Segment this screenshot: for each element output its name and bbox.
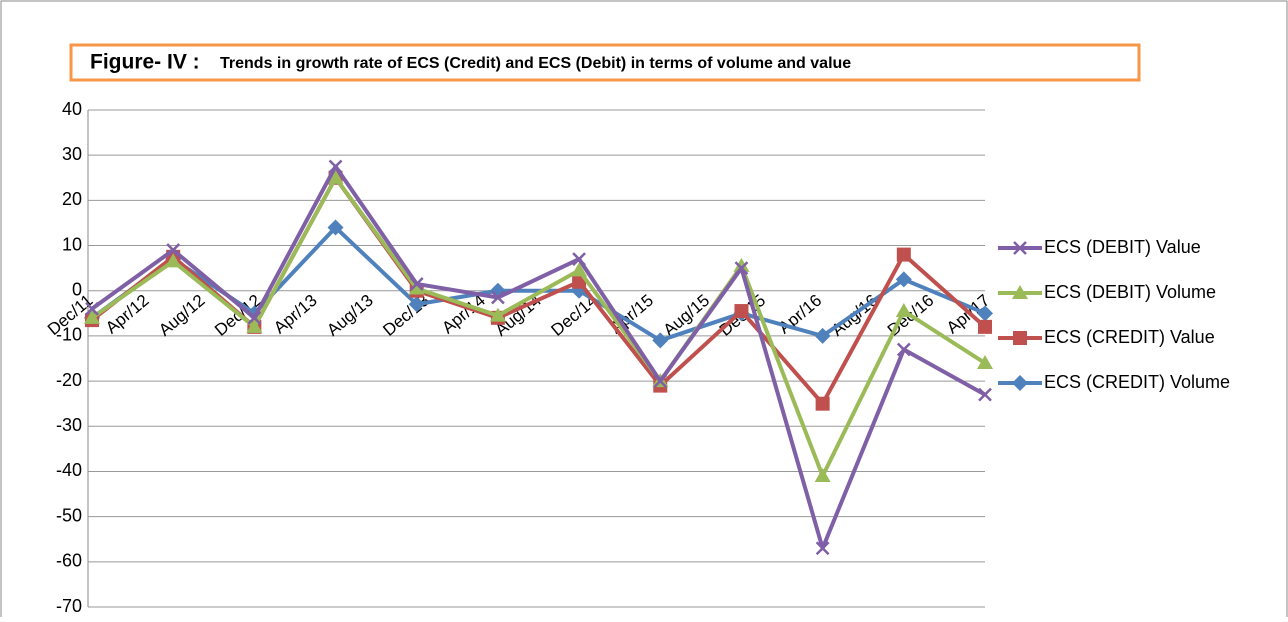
marker — [978, 319, 992, 334]
legend-label: ECS (CREDIT) Value — [1044, 327, 1215, 347]
marker — [409, 277, 424, 291]
marker — [491, 290, 505, 305]
y-tick-label: -70 — [56, 596, 82, 616]
marker — [572, 252, 586, 266]
marker — [408, 280, 425, 295]
x-tick-label: Aug/13 — [323, 291, 376, 340]
y-tick-label: 20 — [62, 189, 82, 209]
marker — [734, 261, 749, 276]
y-tick-label: 30 — [62, 144, 82, 164]
marker — [815, 396, 830, 411]
y-tick-label: 40 — [62, 99, 82, 119]
marker — [653, 374, 668, 388]
y-tick-label: -60 — [56, 551, 82, 571]
x-tick-label: Aug/12 — [155, 291, 208, 340]
legend-label: ECS (CREDIT) Volume — [1044, 372, 1230, 392]
marker — [734, 304, 749, 319]
marker — [327, 219, 344, 236]
y-tick-label: -40 — [56, 460, 82, 480]
marker — [978, 387, 992, 402]
marker — [896, 342, 911, 357]
marker — [85, 301, 99, 316]
marker — [246, 318, 263, 333]
y-tick-label: 0 — [72, 279, 82, 299]
y-tick-label: -20 — [56, 370, 82, 390]
marker — [166, 243, 181, 257]
marker — [895, 303, 912, 318]
marker — [895, 271, 912, 288]
marker — [84, 309, 100, 324]
marker — [571, 262, 588, 277]
marker — [247, 310, 262, 325]
marker — [1012, 285, 1028, 299]
series-line — [90, 164, 986, 551]
marker — [815, 541, 830, 556]
x-tick-label: Apr/13 — [270, 291, 321, 338]
marker — [896, 247, 911, 262]
marker — [246, 305, 263, 322]
marker — [814, 327, 831, 344]
marker — [1013, 331, 1027, 345]
marker — [814, 467, 831, 482]
legend-label: ECS (DEBIT) Volume — [1044, 282, 1216, 302]
marker — [328, 159, 343, 174]
y-tick-label: -50 — [56, 505, 82, 525]
marker — [327, 169, 344, 184]
legend-label: ECS (DEBIT) Value — [1044, 237, 1201, 257]
marker — [489, 307, 506, 322]
y-tick-label: -10 — [56, 325, 82, 345]
marker — [977, 305, 993, 322]
marker — [165, 253, 182, 268]
series-line — [90, 175, 987, 478]
chart-title: Trends in growth rate of ECS (Credit) an… — [220, 55, 851, 72]
marker — [652, 332, 669, 349]
x-tick-label: Dec/13 — [379, 291, 432, 340]
marker — [977, 355, 993, 370]
chart-title-label: Figure- IV : — [90, 51, 200, 74]
marker — [733, 257, 750, 272]
y-tick-label: -30 — [56, 415, 82, 435]
marker — [1013, 241, 1027, 255]
marker — [1012, 375, 1028, 391]
marker — [408, 296, 425, 313]
y-tick-label: 10 — [62, 234, 82, 254]
title-box — [69, 43, 1141, 82]
